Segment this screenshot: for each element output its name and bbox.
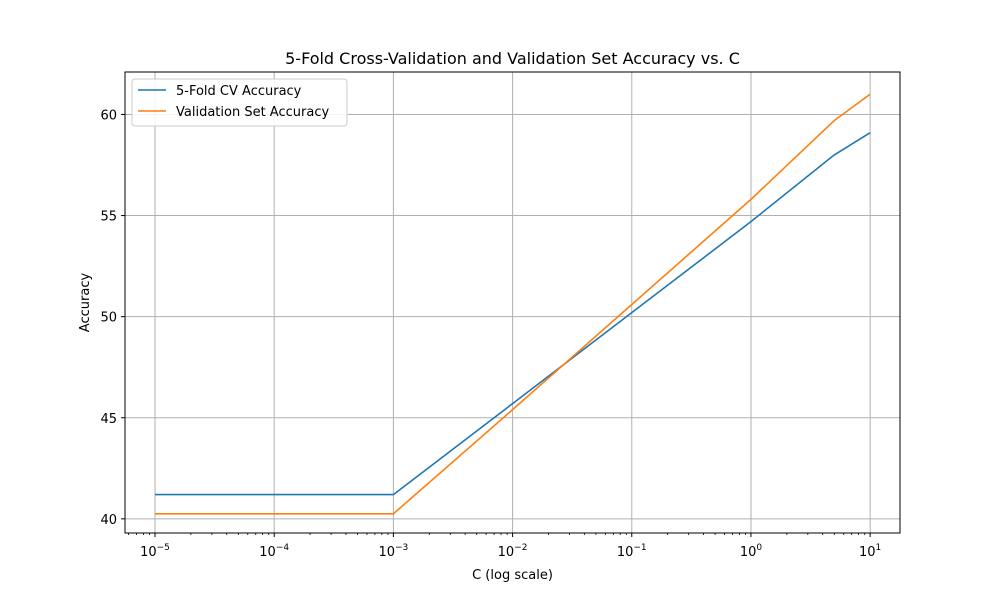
x-tick-label-base: 10	[617, 545, 634, 560]
x-tick-label: 10−3	[378, 543, 408, 560]
y-tick-label: 40	[100, 513, 117, 528]
y-axis-title: Accuracy	[78, 273, 93, 333]
legend-box	[131, 78, 348, 127]
x-tick-label-base: 10	[259, 545, 276, 560]
x-tick-label-exponent: −5	[157, 543, 170, 553]
y-tick-label: 50	[100, 311, 117, 326]
x-tick-label-exponent: 0	[756, 543, 762, 553]
series-line-1	[155, 93, 871, 515]
grid	[125, 72, 900, 533]
series-lines	[155, 93, 871, 515]
x-tick-label-base: 10	[378, 545, 395, 560]
x-tick-label-exponent: −3	[395, 543, 408, 553]
x-tick-label: 10−2	[498, 543, 528, 560]
legend-label-1: Validation Set Accuracy	[176, 105, 329, 120]
chart-title: 5-Fold Cross-Validation and Validation S…	[285, 49, 740, 68]
x-tick-label-exponent: −2	[514, 543, 527, 553]
legend-label-0: 5-Fold CV Accuracy	[176, 84, 302, 99]
x-axis-title: C (log scale)	[472, 568, 553, 583]
x-tick-label-exponent: −1	[633, 543, 646, 553]
x-tick-label-base: 10	[498, 545, 515, 560]
x-tick-label-exponent: 1	[876, 543, 882, 553]
x-tick-label: 10−1	[617, 543, 647, 560]
x-tick-label-base: 10	[740, 545, 757, 560]
x-tick-label: 10−5	[140, 543, 170, 560]
y-tick-label: 60	[100, 108, 117, 123]
y-tick-label: 45	[100, 412, 117, 427]
x-tick-label-base: 10	[859, 545, 876, 560]
x-tick-label-exponent: −4	[276, 543, 290, 553]
x-tick-label-base: 10	[140, 545, 157, 560]
x-tick-label: 10−4	[259, 543, 289, 560]
x-tick-label: 101	[859, 543, 881, 560]
x-tick-label: 100	[740, 543, 763, 560]
y-tick-label: 55	[100, 210, 117, 225]
legend: 5-Fold CV Accuracy Validation Set Accurac…	[131, 78, 348, 127]
